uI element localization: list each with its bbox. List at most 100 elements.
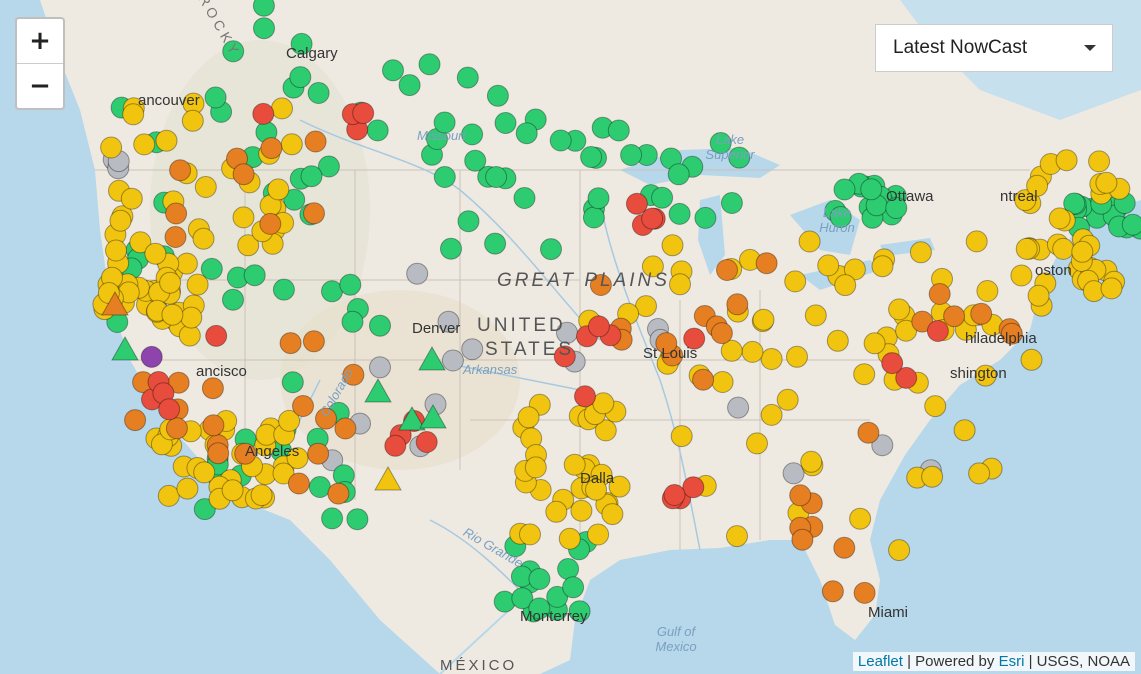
monitor-marker-usg[interactable]: [334, 417, 357, 440]
monitor-marker-good[interactable]: [289, 66, 312, 89]
monitor-marker-unhealthy[interactable]: [553, 345, 576, 368]
monitor-marker-unhealthy[interactable]: [663, 484, 686, 506]
monitor-marker-good[interactable]: [513, 187, 536, 209]
monitor-marker-good[interactable]: [204, 86, 227, 109]
monitor-marker-good[interactable]: [720, 192, 743, 214]
monitor-marker-moderate[interactable]: [129, 231, 152, 254]
monitor-marker-moderate[interactable]: [1027, 284, 1050, 307]
monitor-marker-no-data[interactable]: [461, 338, 484, 361]
monitor-marker-moderate[interactable]: [193, 461, 216, 484]
monitor-marker-usg[interactable]: [327, 482, 350, 505]
monitor-marker-good[interactable]: [272, 278, 295, 301]
monitor-marker-good[interactable]: [418, 53, 441, 76]
monitor-marker-good[interactable]: [580, 146, 603, 168]
monitor-marker-good[interactable]: [728, 146, 751, 169]
monitor-marker-usg[interactable]: [292, 395, 314, 417]
monitor-marker-good[interactable]: [366, 119, 389, 142]
monitor-marker-usg[interactable]: [589, 274, 612, 296]
monitor-marker-good[interactable]: [833, 178, 856, 201]
monitor-marker-good[interactable]: [562, 576, 585, 599]
monitor-marker-good[interactable]: [308, 476, 331, 498]
monitor-marker-usg[interactable]: [165, 202, 188, 225]
monitor-marker-good[interactable]: [540, 238, 562, 261]
monitor-marker-usg[interactable]: [833, 536, 856, 559]
monitor-marker-usg[interactable]: [207, 442, 230, 465]
monitor-marker-moderate[interactable]: [968, 462, 991, 485]
monitor-marker-good[interactable]: [549, 129, 572, 152]
monitor-marker-usg[interactable]: [655, 332, 678, 355]
monitor-marker-good[interactable]: [568, 600, 591, 623]
monitor-marker-moderate[interactable]: [157, 484, 180, 507]
monitor-marker-moderate[interactable]: [661, 234, 684, 257]
monitor-marker-moderate[interactable]: [843, 258, 866, 281]
monitor-marker-moderate[interactable]: [752, 308, 775, 331]
monitor-marker-good[interactable]: [433, 111, 456, 134]
monitor-marker-good[interactable]: [252, 0, 275, 17]
monitor-marker-moderate[interactable]: [1010, 264, 1033, 287]
monitor-marker-moderate[interactable]: [784, 270, 807, 293]
monitor-marker-moderate[interactable]: [286, 447, 309, 470]
monitor-marker-no-data[interactable]: [437, 310, 460, 333]
monitor-marker-good[interactable]: [456, 66, 479, 89]
monitor-marker-good[interactable]: [290, 32, 313, 55]
monitor-marker-usg[interactable]: [943, 305, 966, 328]
monitor-marker-moderate[interactable]: [849, 507, 872, 530]
monitor-marker-good[interactable]: [651, 186, 674, 209]
monitor-marker-moderate[interactable]: [965, 230, 988, 253]
monitor-marker-good[interactable]: [461, 123, 484, 146]
monitor-marker-good[interactable]: [398, 74, 421, 97]
monitor-marker-moderate[interactable]: [1071, 240, 1094, 263]
monitor-marker-usg[interactable]: [307, 442, 330, 465]
monitor-marker-good[interactable]: [528, 568, 551, 590]
monitor-marker-good[interactable]: [346, 508, 369, 531]
monitor-marker-good[interactable]: [222, 288, 244, 311]
monitor-marker-triangle-good[interactable]: [418, 345, 446, 371]
monitor-marker-unhealthy[interactable]: [205, 324, 228, 347]
monitor-marker-moderate[interactable]: [895, 319, 918, 342]
monitor-marker-moderate[interactable]: [760, 403, 783, 426]
nowcast-layer-select[interactable]: Latest NowCast: [875, 24, 1113, 72]
monitor-marker-moderate[interactable]: [237, 234, 260, 257]
monitor-marker-moderate[interactable]: [1088, 150, 1111, 173]
monitor-marker-moderate[interactable]: [192, 227, 215, 250]
monitor-marker-moderate[interactable]: [800, 450, 823, 473]
monitor-marker-good[interactable]: [582, 206, 605, 229]
monitor-marker-moderate[interactable]: [267, 178, 290, 201]
monitor-marker-usg[interactable]: [169, 159, 192, 182]
monitor-marker-good[interactable]: [1121, 213, 1141, 236]
monitor-marker-usg[interactable]: [201, 377, 224, 400]
monitor-marker-usg[interactable]: [726, 293, 749, 316]
monitor-marker-triangle-usg[interactable]: [101, 290, 129, 316]
monitor-marker-good[interactable]: [300, 165, 323, 188]
monitor-marker-no-data[interactable]: [727, 396, 750, 419]
monitor-marker-good[interactable]: [341, 310, 364, 333]
monitor-marker-usg[interactable]: [710, 322, 733, 345]
monitor-marker-good[interactable]: [546, 585, 569, 608]
monitor-marker-good[interactable]: [200, 257, 223, 280]
monitor-marker-moderate[interactable]: [194, 176, 217, 198]
monitor-marker-moderate[interactable]: [760, 348, 783, 370]
monitor-marker-usg[interactable]: [259, 212, 282, 235]
monitor-marker-moderate[interactable]: [272, 462, 295, 485]
monitor-marker-moderate[interactable]: [1020, 348, 1043, 371]
monitor-marker-moderate[interactable]: [159, 271, 182, 294]
monitor-marker-triangle-good[interactable]: [419, 403, 447, 429]
monitor-marker-triangle-good[interactable]: [364, 377, 392, 403]
monitor-marker-usg[interactable]: [287, 472, 310, 495]
monitor-marker-moderate[interactable]: [976, 280, 999, 302]
monitor-marker-no-data[interactable]: [369, 356, 391, 379]
monitor-marker-moderate[interactable]: [519, 523, 541, 546]
monitor-marker-moderate[interactable]: [1014, 189, 1037, 212]
monitor-marker-moderate[interactable]: [280, 133, 303, 156]
monitor-marker-good[interactable]: [283, 188, 306, 211]
monitor-marker-usg[interactable]: [342, 363, 365, 386]
monitor-marker-moderate[interactable]: [176, 477, 199, 500]
monitor-marker-good[interactable]: [307, 82, 330, 104]
monitor-marker-good[interactable]: [709, 132, 732, 154]
monitor-marker-moderate[interactable]: [524, 456, 547, 479]
monitor-marker-good[interactable]: [193, 498, 216, 521]
monitor-marker-usg[interactable]: [234, 442, 257, 465]
monitor-marker-usg[interactable]: [164, 226, 187, 248]
monitor-marker-moderate[interactable]: [517, 406, 540, 429]
monitor-marker-triangle-good[interactable]: [398, 405, 426, 431]
